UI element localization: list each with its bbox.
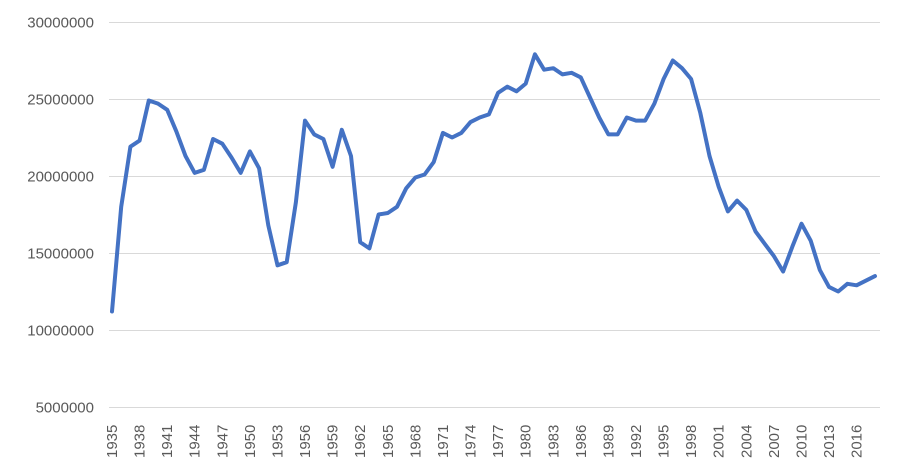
y-tick-label: 20000000 [27,169,94,186]
x-tick-label: 1983 [545,425,562,458]
x-tick-label: 1986 [573,425,590,458]
x-tick-label: 1965 [380,425,397,458]
x-tick-label: 1974 [463,425,480,458]
x-tick-label: 1959 [325,425,342,458]
x-tick-label: 1947 [214,425,231,458]
x-tick-label: 1950 [242,425,259,458]
y-tick-label: 30000000 [27,15,94,32]
series-line [110,52,877,314]
x-tick-label: 2007 [766,425,783,458]
x-tick-label: 1953 [269,425,286,458]
y-tick-label: 15000000 [27,246,94,263]
series-layer [110,52,877,314]
gridlines [109,22,880,408]
x-tick-label: 1998 [683,425,700,458]
x-tick-label: 1941 [159,425,176,458]
x-tick-label: 1956 [297,425,314,458]
x-tick-label: 2010 [793,425,810,458]
x-tick-label: 2016 [849,425,866,458]
x-tick-label: 1989 [600,425,617,458]
x-tick-label: 1938 [132,425,149,458]
x-tick-label: 1935 [104,425,121,458]
x-tick-label: 1944 [187,425,204,458]
y-axis-tick-labels: 5000000 10000000 15000000 20000000 25000000 3… [27,15,94,417]
x-tick-label: 1992 [628,425,645,458]
y-tick-label: 25000000 [27,92,94,109]
y-tick-label: 5000000 [36,400,94,417]
x-tick-label: 1968 [407,425,424,458]
x-tick-label: 1977 [490,425,507,458]
x-tick-label: 1971 [435,425,452,458]
x-tick-label: 2004 [738,425,755,458]
x-tick-label: 1980 [518,425,535,458]
x-tick-label: 1995 [656,425,673,458]
y-tick-label: 10000000 [27,323,94,340]
x-tick-label: 2013 [821,425,838,458]
x-tick-label: 2001 [711,425,728,458]
x-axis-tick-labels: 1935 1938 1941 1944 1947 1950 1953 1956 1959 1962… [104,425,866,458]
x-tick-label: 1962 [352,425,369,458]
